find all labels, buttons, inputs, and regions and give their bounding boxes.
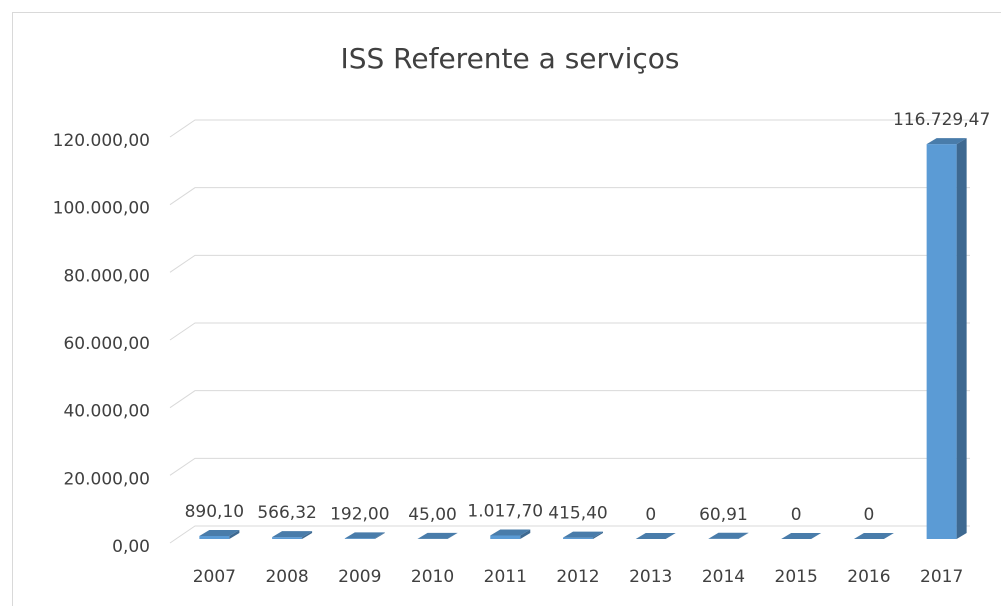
data-label: 890,10: [185, 502, 244, 522]
x-tick-label: 2012: [556, 567, 599, 587]
bar-top: [344, 532, 385, 539]
bar-top: [926, 138, 967, 145]
bar-front: [272, 537, 303, 539]
grid-line: [169, 322, 970, 341]
y-tick-label: 40.000,00: [63, 402, 150, 422]
x-tick-label: 2013: [629, 567, 672, 587]
bar-side: [520, 529, 531, 539]
y-tick-label: 0,00: [112, 537, 150, 557]
grid-line: [169, 119, 970, 138]
bar-side: [374, 532, 385, 539]
bar: [199, 529, 240, 539]
y-tick-label: 120.000,00: [53, 131, 150, 151]
bar: [781, 533, 822, 539]
bar-front: [199, 535, 230, 539]
data-label: 566,32: [257, 503, 316, 523]
bar-front: [926, 144, 957, 539]
bar: [490, 529, 531, 539]
bar-top: [708, 532, 749, 539]
grid-line: [169, 525, 970, 544]
x-tick-label: 2017: [920, 567, 963, 587]
bar-side: [447, 532, 458, 539]
y-tick-label: 100.000,00: [53, 199, 150, 219]
bar-front: [563, 537, 593, 539]
grid-line: [169, 390, 970, 409]
bar: [563, 531, 603, 539]
data-label: 192,00: [330, 504, 389, 524]
bar: [926, 138, 967, 539]
bar-front: [344, 538, 375, 539]
x-tick-label: 2015: [775, 567, 818, 587]
bar-side: [302, 531, 313, 539]
data-label: 60,91: [699, 505, 748, 525]
bar-side: [956, 138, 967, 539]
x-tick-label: 2010: [411, 567, 454, 587]
bar-top: [490, 529, 531, 536]
bar-top: [853, 533, 894, 539]
bar-top: [781, 533, 822, 539]
x-tick-label: 2016: [847, 567, 890, 587]
chart-title: ISS Referente a serviços: [340, 42, 679, 75]
data-label: 0: [645, 505, 656, 525]
x-tick-label: 2008: [265, 567, 308, 587]
data-label: 415,40: [548, 504, 607, 524]
bar-top: [635, 533, 676, 539]
x-tick-label: 2014: [702, 567, 745, 587]
y-tick-label: 60.000,00: [63, 334, 150, 354]
data-label: 0: [863, 505, 874, 525]
y-tick-label: 20.000,00: [63, 469, 150, 489]
data-label: 45,00: [408, 505, 457, 525]
bar: [344, 532, 385, 539]
bar: [417, 532, 458, 539]
x-tick-label: 2007: [193, 567, 236, 587]
bar: [272, 531, 313, 539]
x-tick-label: 2009: [338, 567, 381, 587]
x-tick-label: 2011: [484, 567, 527, 587]
bar-side: [593, 531, 603, 539]
chart-frame: [12, 12, 1001, 606]
data-label: 116.729,47: [893, 110, 990, 130]
bar: [708, 532, 749, 539]
bar-top: [417, 532, 458, 539]
bar-side: [738, 532, 749, 539]
bar-front: [490, 535, 521, 539]
bar: [853, 533, 894, 539]
bar-top: [272, 531, 313, 538]
bar: [635, 533, 676, 539]
y-tick-label: 80.000,00: [63, 266, 150, 286]
data-label: 0: [791, 505, 802, 525]
bar-side: [229, 529, 240, 539]
bar-top: [563, 531, 603, 538]
data-label: 1.017,70: [467, 502, 543, 522]
grid-line: [169, 187, 970, 206]
grid-line: [169, 254, 970, 273]
grid-line: [169, 457, 970, 476]
bar-top: [199, 529, 240, 536]
